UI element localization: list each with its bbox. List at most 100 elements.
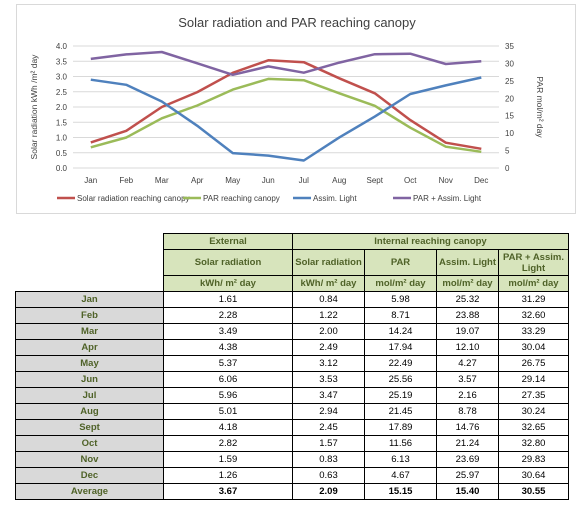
- unit-header: mol/m² day: [436, 275, 499, 292]
- x-tick-label: Mar: [155, 176, 169, 185]
- table-cell: 30.24: [498, 403, 569, 420]
- row-label: Average: [15, 483, 164, 500]
- table-cell: 3.67: [163, 483, 293, 500]
- y2-tick-label: 30: [505, 59, 514, 68]
- table-cell: 3.49: [163, 323, 293, 340]
- y2-tick-label: 25: [505, 77, 514, 86]
- table-cell: 3.53: [292, 371, 365, 388]
- table-cell: 21.24: [436, 435, 499, 452]
- table-cell: 25.19: [364, 387, 437, 404]
- table-cell: 5.96: [163, 387, 293, 404]
- table-cell: 33.29: [498, 323, 569, 340]
- table-body: Jan 1.61 0.84 5.98 25.32 31.29 Feb 2.28 1.22 8.71…: [15, 291, 569, 484]
- table-cell: 32.60: [498, 307, 569, 324]
- table-cell: 23.88: [436, 307, 499, 324]
- table-cell: 30.64: [498, 467, 569, 484]
- row-label: Apr: [15, 339, 164, 356]
- table-row: Feb 2.28 1.22 8.71 23.88 32.60: [15, 307, 569, 324]
- series-line-3: [90, 76, 482, 162]
- table-cell: 8.71: [364, 307, 437, 324]
- x-tick-label: Sept: [367, 176, 384, 185]
- table-cell: 25.97: [436, 467, 499, 484]
- table-cell: 3.12: [292, 355, 365, 372]
- table-cell: 14.76: [436, 419, 499, 436]
- table-cell: 25.32: [436, 291, 499, 308]
- row-label: Feb: [15, 307, 164, 324]
- table-cell: 5.98: [364, 291, 437, 308]
- table-cell: 8.78: [436, 403, 499, 420]
- table-cell: 30.55: [498, 483, 569, 500]
- table-cell: 2.00: [292, 323, 365, 340]
- table-row: Aug 5.01 2.94 21.45 8.78 30.24: [15, 403, 569, 420]
- table-cell: 12.10: [436, 339, 499, 356]
- table-cell: 4.27: [436, 355, 499, 372]
- table-cell: 25.56: [364, 371, 437, 388]
- col-header: PAR + Assim. Light: [498, 249, 569, 276]
- legend-label: Assim. Light: [313, 194, 357, 203]
- chart-title: Solar radiation and PAR reaching canopy: [178, 15, 416, 30]
- y2-tick-label: 5: [505, 147, 510, 156]
- table-cell: 0.84: [292, 291, 365, 308]
- table-cell: 2.94: [292, 403, 365, 420]
- table-cell: 27.35: [498, 387, 569, 404]
- table-cell: 2.28: [163, 307, 293, 324]
- y-tick-label: 1.5: [56, 118, 68, 127]
- chart-container: Solar radiation and PAR reaching canopy 0…: [16, 4, 576, 214]
- series-line-1: [90, 59, 482, 151]
- table-cell: 6.06: [163, 371, 293, 388]
- y2-axis-label: PAR mol/m² day: [535, 76, 545, 138]
- x-tick-label: Apr: [191, 176, 204, 185]
- table-cell: 14.24: [364, 323, 437, 340]
- x-tick-label: Jul: [299, 176, 309, 185]
- x-tick-label: Nov: [439, 176, 453, 185]
- table-cell: 21.45: [364, 403, 437, 420]
- table-cell: 3.57: [436, 371, 499, 388]
- y-tick-label: 1.0: [56, 134, 68, 143]
- col-header: Solar radiation: [292, 249, 365, 276]
- table-row-average: Average 3.67 2.09 15.15 15.40 30.55: [15, 483, 569, 500]
- table-row: Nov 1.59 0.83 6.13 23.69 29.83: [15, 451, 569, 468]
- x-tick-label: May: [225, 176, 240, 185]
- row-label: Mar: [15, 323, 164, 340]
- table-row: Jan 1.61 0.84 5.98 25.32 31.29: [15, 291, 569, 308]
- table-cell: 17.89: [364, 419, 437, 436]
- row-label: Nov: [15, 451, 164, 468]
- group-header-external: External: [163, 233, 293, 250]
- table-row: Apr 4.38 2.49 17.94 12.10 30.04: [15, 339, 569, 356]
- row-label: Jun: [15, 371, 164, 388]
- table-row: Sept 4.18 2.45 17.89 14.76 32.65: [15, 419, 569, 436]
- y-tick-label: 0.5: [56, 149, 68, 158]
- table-cell: 4.67: [364, 467, 437, 484]
- y-tick-label: 3.0: [56, 73, 68, 82]
- y2-tick-label: 35: [505, 42, 514, 51]
- row-label: Aug: [15, 403, 164, 420]
- table-cell: 2.45: [292, 419, 365, 436]
- table-cell: 30.04: [498, 339, 569, 356]
- col-header: Assim. Light: [436, 249, 499, 276]
- x-tick-label: Aug: [332, 176, 346, 185]
- row-label: Jan: [15, 291, 164, 308]
- y-axis-label: Solar radiation kWh /m² day: [29, 54, 39, 160]
- table-cell: 1.22: [292, 307, 365, 324]
- table-cell: 11.56: [364, 435, 437, 452]
- table-cell: 32.65: [498, 419, 569, 436]
- legend-label: PAR + Assim. Light: [413, 194, 482, 203]
- table-cell: 1.26: [163, 467, 293, 484]
- table-cell: 15.15: [364, 483, 437, 500]
- group-header-internal: Internal reaching canopy: [292, 233, 569, 250]
- table-cell: 0.63: [292, 467, 365, 484]
- table-row: Jul 5.96 3.47 25.19 2.16 27.35: [15, 387, 569, 404]
- table-cell: 3.47: [292, 387, 365, 404]
- unit-header: kWh/ m² day: [163, 275, 293, 292]
- unit-header: kWh/ m² day: [292, 275, 365, 292]
- row-label: Oct: [15, 435, 164, 452]
- y2-tick-label: 0: [505, 164, 510, 173]
- unit-header: mol/m² day: [498, 275, 569, 292]
- series-line-2: [90, 77, 482, 154]
- table-cell: 23.69: [436, 451, 499, 468]
- table-row: Oct 2.82 1.57 11.56 21.24 32.80: [15, 435, 569, 452]
- table-cell: 6.13: [364, 451, 437, 468]
- table-cell: 1.57: [292, 435, 365, 452]
- line-chart: Solar radiation and PAR reaching canopy 0…: [29, 15, 545, 203]
- table-cell: 5.01: [163, 403, 293, 420]
